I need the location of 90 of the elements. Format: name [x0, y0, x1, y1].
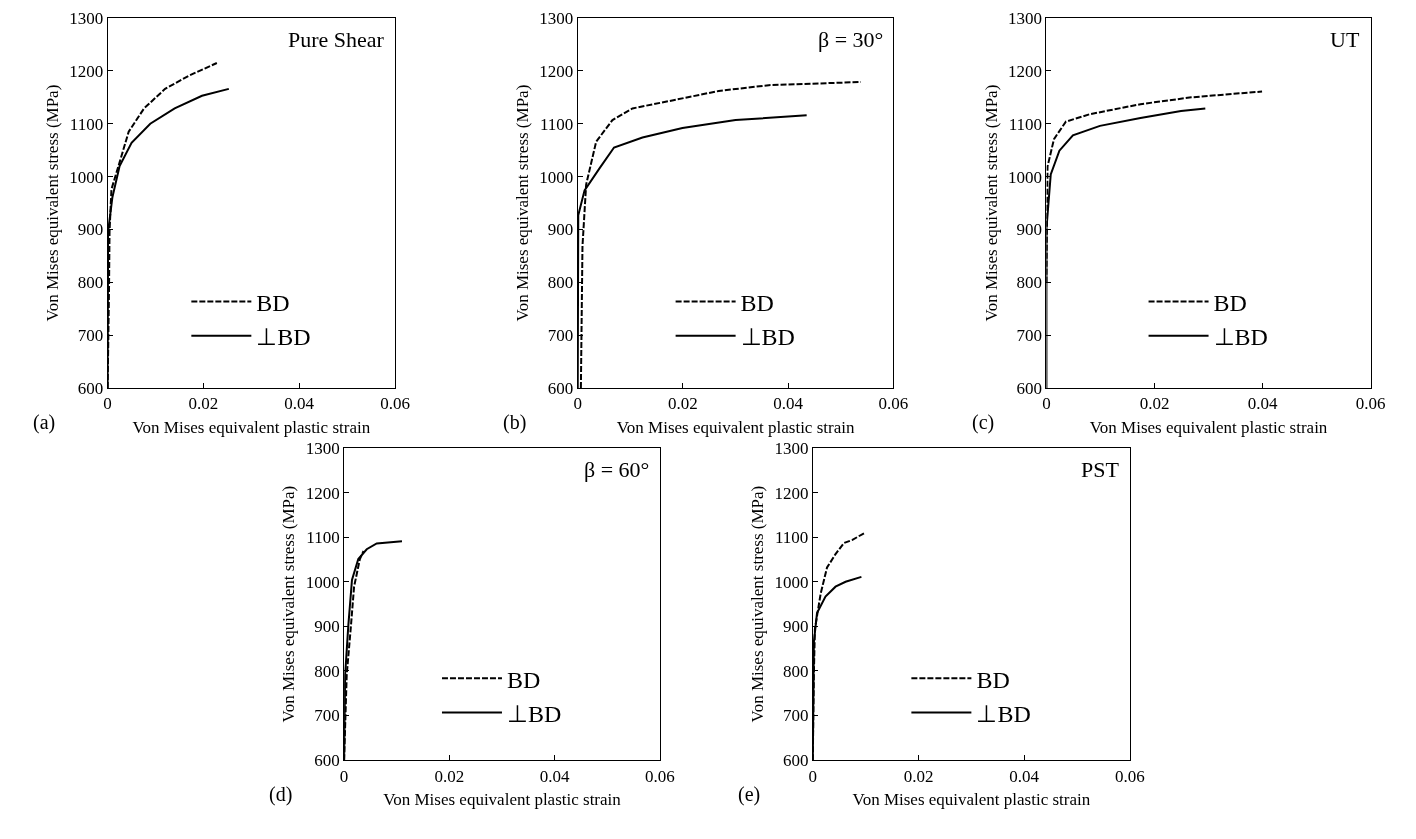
- x-tick-label: 0.02: [903, 766, 934, 786]
- x-tick-label: 0.06: [380, 394, 410, 414]
- legend-label: BD: [506, 666, 541, 693]
- x-tick-label: 0.02: [188, 394, 219, 414]
- legend-label: BD: [1213, 289, 1247, 316]
- y-axis-title: Von Mises equivalent stress (MPa): [981, 84, 1001, 322]
- x-tick-label: 0: [1042, 394, 1051, 414]
- y-tick-label: 1200: [305, 483, 340, 503]
- y-tick-label: 600: [77, 378, 104, 398]
- y-tick-label: 1100: [306, 528, 340, 548]
- y-tick-label: 600: [547, 378, 574, 398]
- text: (d): [269, 783, 293, 806]
- legend-label: ⊥BD: [740, 324, 795, 351]
- text: (a): [33, 411, 56, 434]
- x-axis-title: Von Mises equivalent plastic strain: [852, 789, 1091, 809]
- y-tick-label: 1100: [775, 528, 809, 548]
- y-tick-label: 1000: [539, 167, 574, 187]
- x-tick-label: 0.04: [539, 766, 570, 786]
- y-tick-label: 700: [547, 326, 574, 346]
- y-tick-label: 1300: [69, 8, 104, 28]
- y-tick-label: 1000: [69, 167, 104, 187]
- chart-title: Pure Shear: [288, 27, 385, 52]
- x-tick-label: 0: [573, 394, 582, 414]
- y-tick-label: 1300: [305, 438, 340, 458]
- text: (e): [738, 783, 761, 806]
- x-tick-label: 0.04: [1247, 394, 1278, 414]
- y-tick-label: 600: [782, 751, 809, 771]
- y-tick-label: 1000: [774, 572, 809, 592]
- y-tick-label: 1000: [1008, 167, 1043, 187]
- y-tick-label: 900: [77, 220, 104, 240]
- y-tick-label: 600: [1016, 378, 1043, 398]
- x-tick-label: 0.04: [773, 394, 804, 414]
- y-tick-label: 1300: [1008, 8, 1043, 28]
- legend-label: ⊥BD: [1213, 324, 1268, 351]
- x-tick-label: 0.06: [1355, 394, 1386, 414]
- chart-title: UT: [1330, 27, 1360, 52]
- x-tick-label: 0.06: [1115, 766, 1145, 786]
- x-axis-title: Von Mises equivalent plastic strain: [1089, 417, 1328, 437]
- y-tick-label: 800: [314, 661, 340, 681]
- y-tick-label: 700: [77, 326, 104, 346]
- y-tick-label: 1100: [69, 114, 104, 134]
- x-tick-label: 0.02: [668, 394, 698, 414]
- y-tick-label: 800: [1016, 273, 1043, 293]
- x-axis-title: Von Mises equivalent plastic strain: [383, 789, 622, 809]
- x-tick-label: 0: [103, 394, 112, 414]
- x-axis-title: Von Mises equivalent plastic strain: [132, 417, 371, 437]
- y-tick-label: 1300: [774, 438, 809, 458]
- y-tick-label: 1100: [1008, 114, 1043, 134]
- x-tick-label: 0.06: [878, 394, 909, 414]
- y-tick-label: 800: [782, 661, 809, 681]
- y-axis-title: Von Mises equivalent stress (MPa): [747, 485, 767, 723]
- x-tick-label: 0.02: [1139, 394, 1170, 414]
- chart-title: β = 60°: [584, 457, 650, 482]
- x-tick-label: 0: [808, 766, 818, 786]
- y-tick-label: 900: [547, 220, 574, 240]
- y-tick-label: 900: [314, 617, 340, 637]
- x-tick-label: 0.06: [644, 766, 675, 786]
- y-axis-title: Von Mises equivalent stress (MPa): [42, 84, 62, 322]
- legend-label: ⊥BD: [256, 324, 311, 351]
- y-tick-label: 900: [1016, 220, 1043, 240]
- legend-label: ⊥BD: [506, 700, 562, 727]
- x-tick-label: 0: [339, 766, 349, 786]
- chart-title: PST: [1081, 457, 1120, 482]
- x-axis-title: Von Mises equivalent plastic strain: [616, 417, 855, 437]
- y-tick-label: 1200: [1008, 61, 1043, 81]
- legend-label: BD: [976, 666, 1010, 693]
- y-tick-label: 800: [77, 273, 104, 293]
- y-tick-label: 800: [547, 273, 574, 293]
- y-tick-label: 700: [1016, 326, 1043, 346]
- legend-label: ⊥BD: [976, 700, 1031, 727]
- y-tick-label: 1200: [774, 483, 809, 503]
- y-tick-label: 1300: [539, 8, 574, 28]
- y-tick-label: 1200: [539, 61, 574, 81]
- y-tick-label: 1100: [539, 114, 574, 134]
- x-tick-label: 0.04: [284, 394, 315, 414]
- x-tick-label: 0.02: [434, 766, 465, 786]
- y-tick-label: 700: [782, 706, 809, 726]
- y-tick-label: 1000: [305, 572, 340, 592]
- text: (b): [503, 411, 527, 434]
- y-axis-title: Von Mises equivalent stress (MPa): [279, 485, 299, 723]
- y-tick-label: 600: [314, 751, 340, 771]
- text: (c): [972, 411, 995, 434]
- y-axis-title: Von Mises equivalent stress (MPa): [512, 84, 532, 322]
- y-tick-label: 700: [314, 706, 340, 726]
- y-tick-label: 1200: [69, 61, 104, 81]
- chart-title: β = 30°: [818, 27, 884, 52]
- legend-label: BD: [256, 289, 290, 316]
- y-tick-label: 900: [782, 617, 809, 637]
- x-tick-label: 0.04: [1009, 766, 1040, 786]
- legend-label: BD: [740, 289, 774, 316]
